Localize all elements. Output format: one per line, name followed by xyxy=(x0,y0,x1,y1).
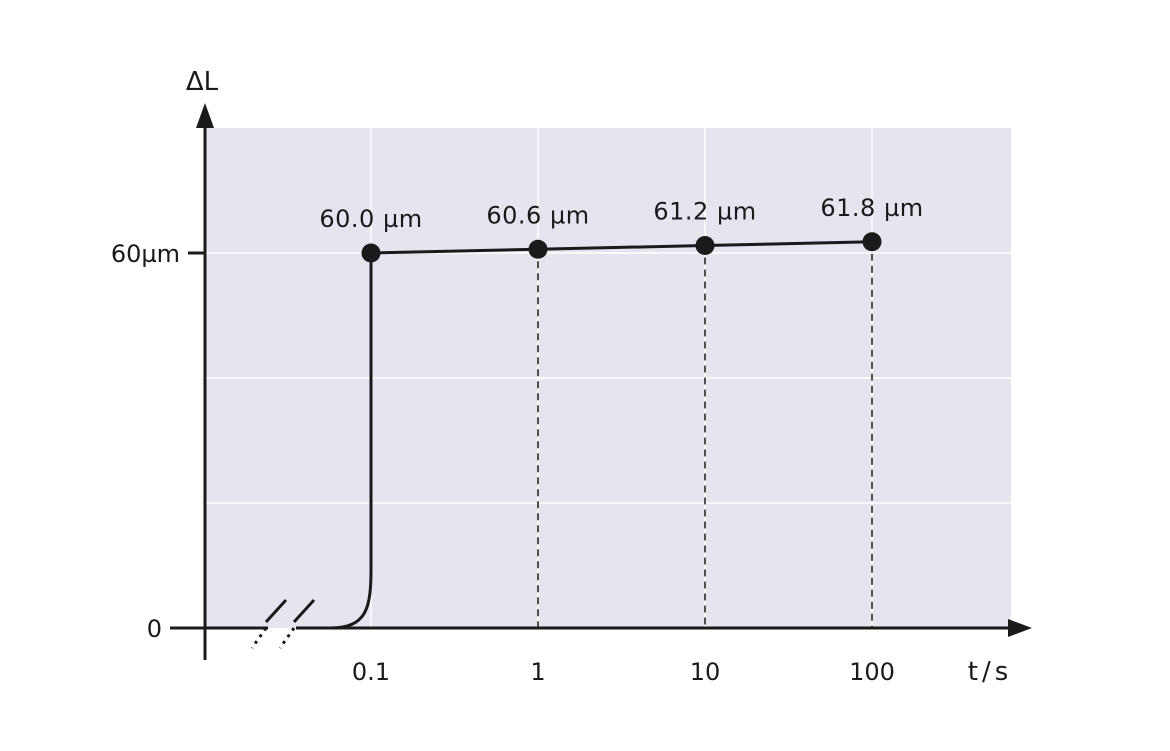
x-tick-label-2: 10 xyxy=(690,658,721,686)
y-axis-arrow xyxy=(196,103,214,128)
data-label-0: 60.0 µm xyxy=(319,205,422,233)
data-point-2 xyxy=(695,236,715,255)
y-tick-label-0: 0 xyxy=(147,615,162,643)
x-axis-arrow xyxy=(1008,619,1032,637)
step-rise-curve xyxy=(296,253,373,630)
drop-lines xyxy=(537,241,873,628)
data-label-3: 61.8 µm xyxy=(820,194,923,222)
series-line xyxy=(370,240,873,255)
y-axis-title: ΔL xyxy=(186,67,219,97)
x-tick-label-0: 0.1 xyxy=(352,658,390,686)
y-tick-label-60um: 60µm xyxy=(111,240,180,268)
x-tick-label-1: 1 xyxy=(530,658,545,686)
data-label-2: 61.2 µm xyxy=(653,198,756,226)
data-label-1: 60.6 µm xyxy=(486,201,589,229)
x-tick-label-3: 100 xyxy=(849,658,895,686)
axis-break-dots xyxy=(250,627,296,649)
x-axis-title: t/s xyxy=(968,657,1013,687)
axis-break-marks xyxy=(264,598,316,624)
data-points xyxy=(361,232,882,263)
data-point-1 xyxy=(528,239,548,259)
data-point-0 xyxy=(361,243,381,263)
data-labels: 60.0 µm 60.6 µm 61.2 µm 61.8 µm xyxy=(319,194,923,233)
x-tick-labels: 0.1 1 10 100 xyxy=(352,658,895,686)
data-point-3 xyxy=(862,232,882,252)
